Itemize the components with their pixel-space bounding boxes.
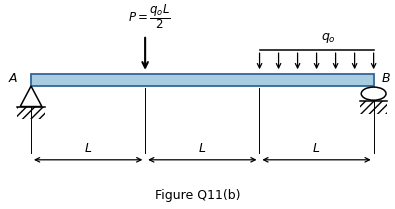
Text: $B$: $B$ [381,72,391,85]
Text: $L$: $L$ [84,142,92,155]
Bar [17,107,45,119]
Circle shape [361,87,386,100]
Text: $A$: $A$ [8,72,19,85]
Bar [360,101,387,113]
Text: $P = \dfrac{q_o L}{2}$: $P = \dfrac{q_o L}{2}$ [128,2,171,31]
Text: $L$: $L$ [198,142,207,155]
Text: $q_o$: $q_o$ [321,31,336,45]
Bar [31,74,374,86]
Text: Figure Q11(b): Figure Q11(b) [155,189,240,202]
Polygon shape [20,86,42,107]
Text: $L$: $L$ [312,142,321,155]
